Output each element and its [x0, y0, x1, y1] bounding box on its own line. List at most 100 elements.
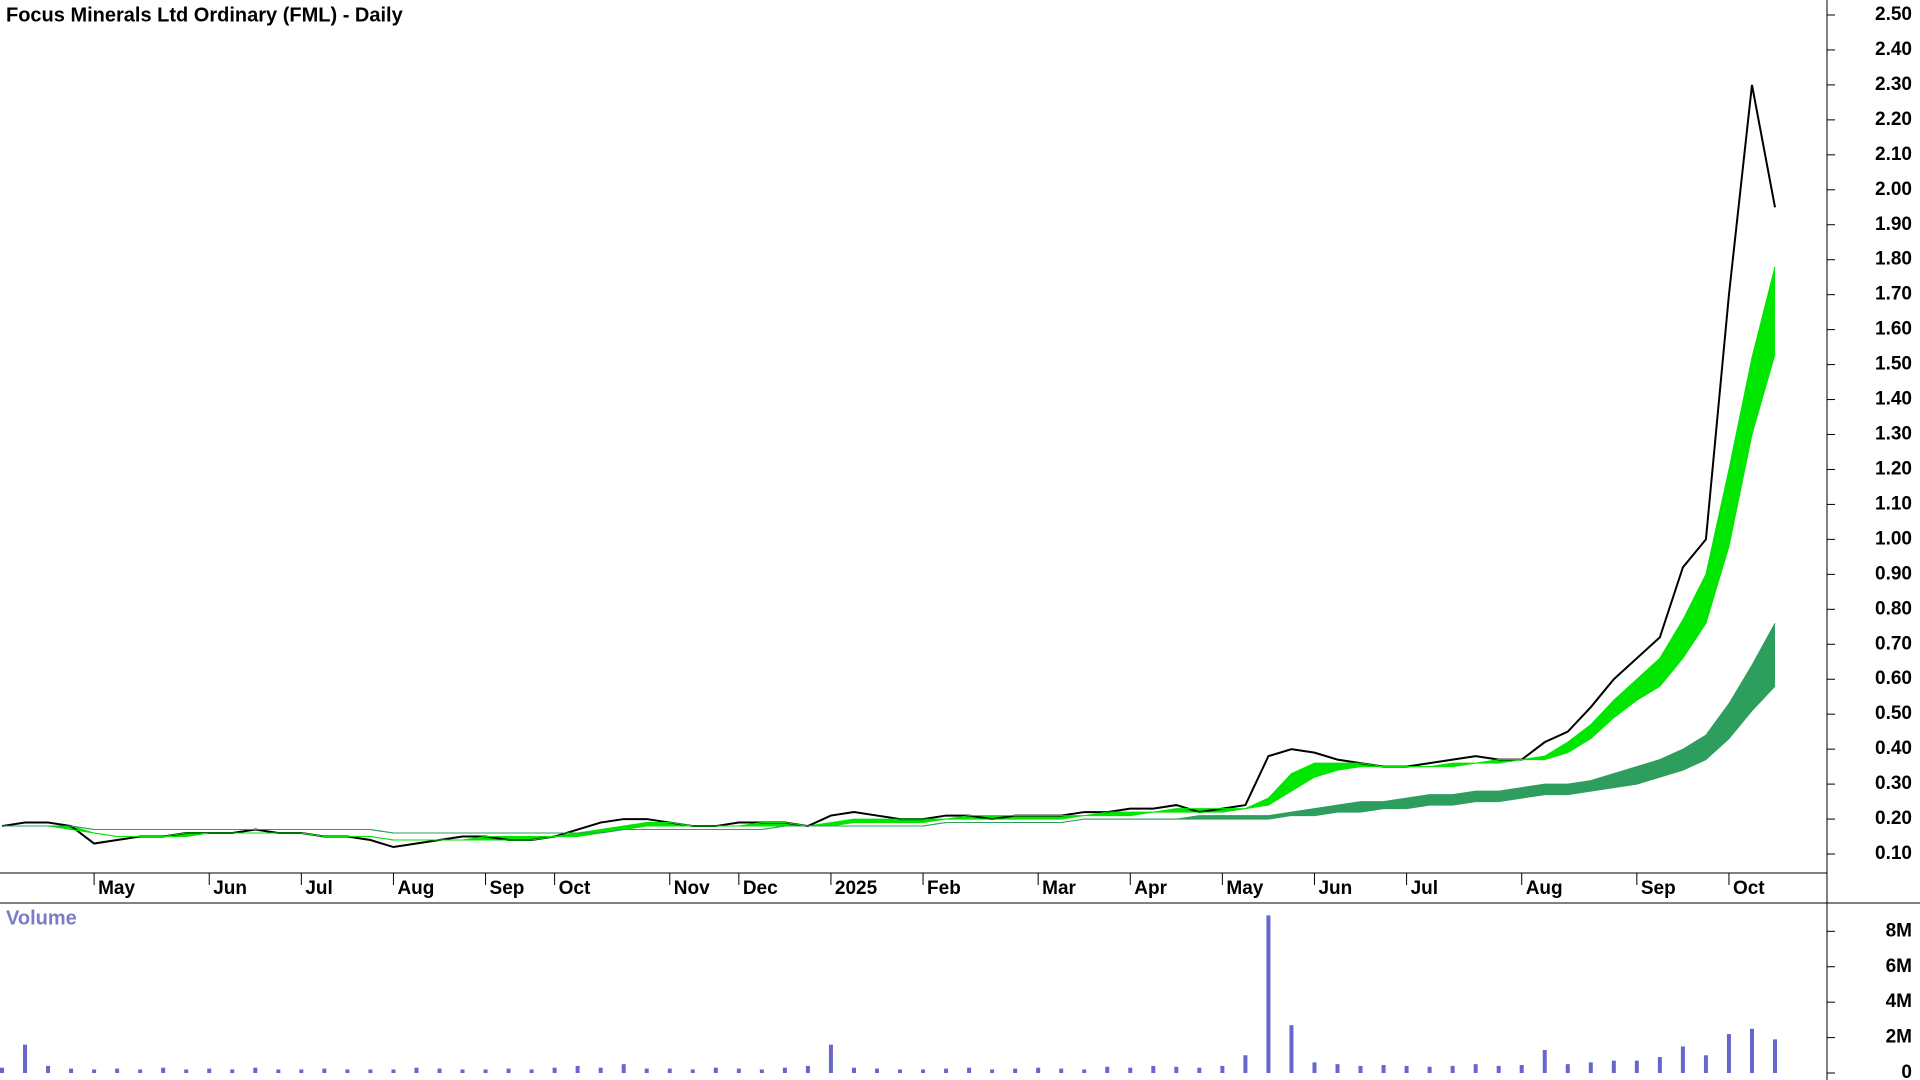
y-tick-label: 1.90: [1875, 214, 1912, 235]
y-tick-label: 1.10: [1875, 493, 1912, 514]
volume-bar: [230, 1069, 235, 1073]
volume-bar: [138, 1069, 143, 1073]
volume-bar: [92, 1069, 97, 1073]
volume-bar: [1404, 1065, 1409, 1073]
volume-bar: [621, 1064, 626, 1073]
y-tick-label: 0.90: [1875, 563, 1912, 584]
volume-bar: [322, 1068, 327, 1073]
y-tick-label: 1.20: [1875, 458, 1912, 479]
y-tick-label: 0.50: [1875, 703, 1912, 724]
y-tick-label: 2.50: [1875, 4, 1912, 25]
y-tick-label: 1.60: [1875, 319, 1912, 340]
volume-bar: [529, 1069, 534, 1073]
x-tick-label: Sep: [490, 878, 525, 899]
average-line: [2, 623, 1776, 834]
volume-bar: [1082, 1069, 1087, 1073]
y-tick-label: 6M: [1886, 956, 1912, 977]
band-fill: [2, 266, 1775, 841]
volume-bar: [1703, 1055, 1708, 1073]
volume-bar: [299, 1069, 304, 1073]
y-tick-label: 2M: [1886, 1027, 1912, 1048]
x-tick-label: 2025: [835, 878, 878, 899]
volume-bar: [874, 1068, 879, 1073]
volume-bar: [368, 1069, 373, 1073]
volume-bar: [713, 1067, 718, 1073]
y-tick-label: 0.20: [1875, 808, 1912, 829]
volume-bar: [1174, 1066, 1179, 1073]
volume-bar: [759, 1069, 764, 1073]
y-tick-label: 0.60: [1875, 668, 1912, 689]
average-line: [2, 266, 1776, 841]
volume-bar: [23, 1044, 28, 1073]
volume-bar: [1450, 1065, 1455, 1073]
volume-bar: [345, 1069, 350, 1073]
y-tick-label: 2.30: [1875, 74, 1912, 95]
volume-bar: [161, 1067, 166, 1073]
volume-bar: [1565, 1064, 1570, 1073]
volume-bar: [1243, 1055, 1248, 1073]
x-tick-label: Nov: [674, 878, 710, 899]
x-tick-label: Aug: [397, 878, 434, 899]
y-tick-label: 1.50: [1875, 354, 1912, 375]
volume-bar: [1473, 1064, 1478, 1073]
volume-bar: [1773, 1039, 1777, 1073]
y-tick-label: 2.20: [1875, 109, 1912, 130]
volume-bar: [460, 1069, 465, 1073]
x-tick-label: Jul: [1411, 878, 1438, 899]
volume-bar: [414, 1067, 419, 1073]
y-tick-label: 4M: [1886, 991, 1912, 1012]
volume-bar: [805, 1065, 810, 1073]
x-tick-label: Mar: [1042, 878, 1076, 899]
volume-bar: [1680, 1046, 1685, 1073]
volume-bar: [1749, 1028, 1754, 1073]
volume-bar: [1611, 1060, 1616, 1073]
volume-bar: [276, 1069, 281, 1073]
x-tick-label: Oct: [1733, 878, 1765, 899]
volume-bar: [1335, 1064, 1340, 1073]
x-tick-label: Oct: [559, 878, 591, 899]
x-tick-label: Sep: [1641, 878, 1676, 899]
volume-bar: [1381, 1065, 1386, 1073]
volume-bar: [1588, 1062, 1593, 1073]
volume-title: Volume: [6, 907, 77, 929]
volume-bar: [1726, 1034, 1731, 1073]
volume-bar: [1220, 1065, 1225, 1073]
average-line: [2, 685, 1776, 834]
x-tick-label: May: [1226, 878, 1263, 899]
volume-bar: [0, 1067, 4, 1073]
volume-bar: [690, 1069, 695, 1073]
y-tick-label: 2.40: [1875, 39, 1912, 60]
y-tick-label: 1.30: [1875, 424, 1912, 445]
volume-bar: [483, 1069, 488, 1073]
band-fill: [2, 623, 1775, 834]
y-tick-label: 0.70: [1875, 633, 1912, 654]
x-tick-label: Aug: [1526, 878, 1563, 899]
volume-bar: [575, 1065, 580, 1073]
volume-bar: [1013, 1068, 1018, 1073]
volume-bar: [1634, 1060, 1639, 1073]
x-tick-label: May: [98, 878, 135, 899]
volume-bar: [898, 1069, 903, 1073]
volume-bar: [1128, 1067, 1133, 1073]
y-tick-label: 2.10: [1875, 144, 1912, 165]
volume-bar: [782, 1067, 787, 1073]
volume-bar: [1542, 1049, 1547, 1073]
y-tick-label: 1.70: [1875, 284, 1912, 305]
volume-bar: [967, 1067, 972, 1073]
y-tick-label: 0.30: [1875, 773, 1912, 794]
volume-bar: [1657, 1057, 1662, 1073]
volume-bar: [1289, 1025, 1294, 1073]
volume-bar: [552, 1067, 557, 1073]
volume-bar: [598, 1067, 603, 1073]
volume-bar: [69, 1068, 74, 1073]
chart-title: Focus Minerals Ltd Ordinary (FML) - Dail…: [6, 4, 404, 26]
volume-bar: [1496, 1065, 1501, 1073]
volume-bar: [1358, 1065, 1363, 1073]
y-tick-label: 0.40: [1875, 738, 1912, 759]
volume-bar: [667, 1068, 672, 1073]
volume-bar: [1105, 1066, 1110, 1073]
y-tick-label: 0.80: [1875, 598, 1912, 619]
volume-bar: [1197, 1067, 1202, 1073]
volume-bar: [391, 1069, 396, 1073]
